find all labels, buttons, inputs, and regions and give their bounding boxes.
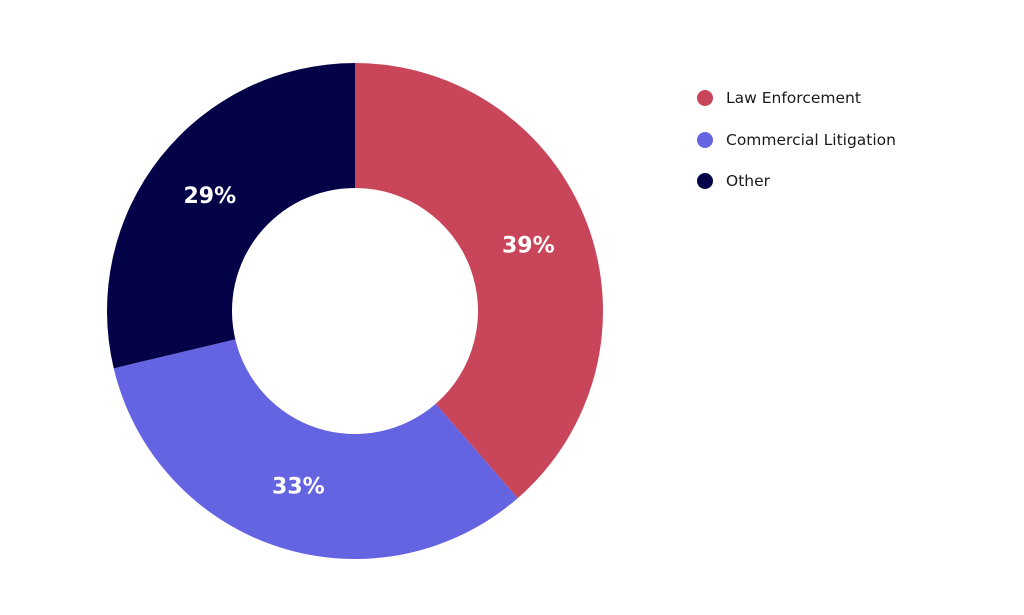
slice-commercial-litigation [113, 339, 518, 559]
legend-swatch [697, 173, 713, 189]
chart-legend: Law Enforcement Commercial Litigation Othe… [697, 86, 896, 211]
legend-label: Law Enforcement [726, 89, 861, 107]
slice-value-label: 33% [272, 475, 325, 500]
slice-other [107, 63, 356, 369]
slice-labels: 39% 33% 29% [184, 184, 555, 500]
slice-value-label: 29% [184, 184, 237, 209]
legend-swatch [697, 90, 713, 106]
slice-law-enforcement [355, 63, 603, 499]
legend-swatch [697, 131, 713, 148]
legend-item: Other [697, 169, 896, 193]
legend-label: Other [726, 172, 771, 190]
slice-value-label: 39% [502, 234, 555, 259]
legend-item: Law Enforcement [697, 86, 896, 110]
legend-label: Commercial Litigation [726, 130, 896, 149]
donut-slices [107, 63, 603, 559]
legend-item: Commercial Litigation [697, 128, 896, 152]
